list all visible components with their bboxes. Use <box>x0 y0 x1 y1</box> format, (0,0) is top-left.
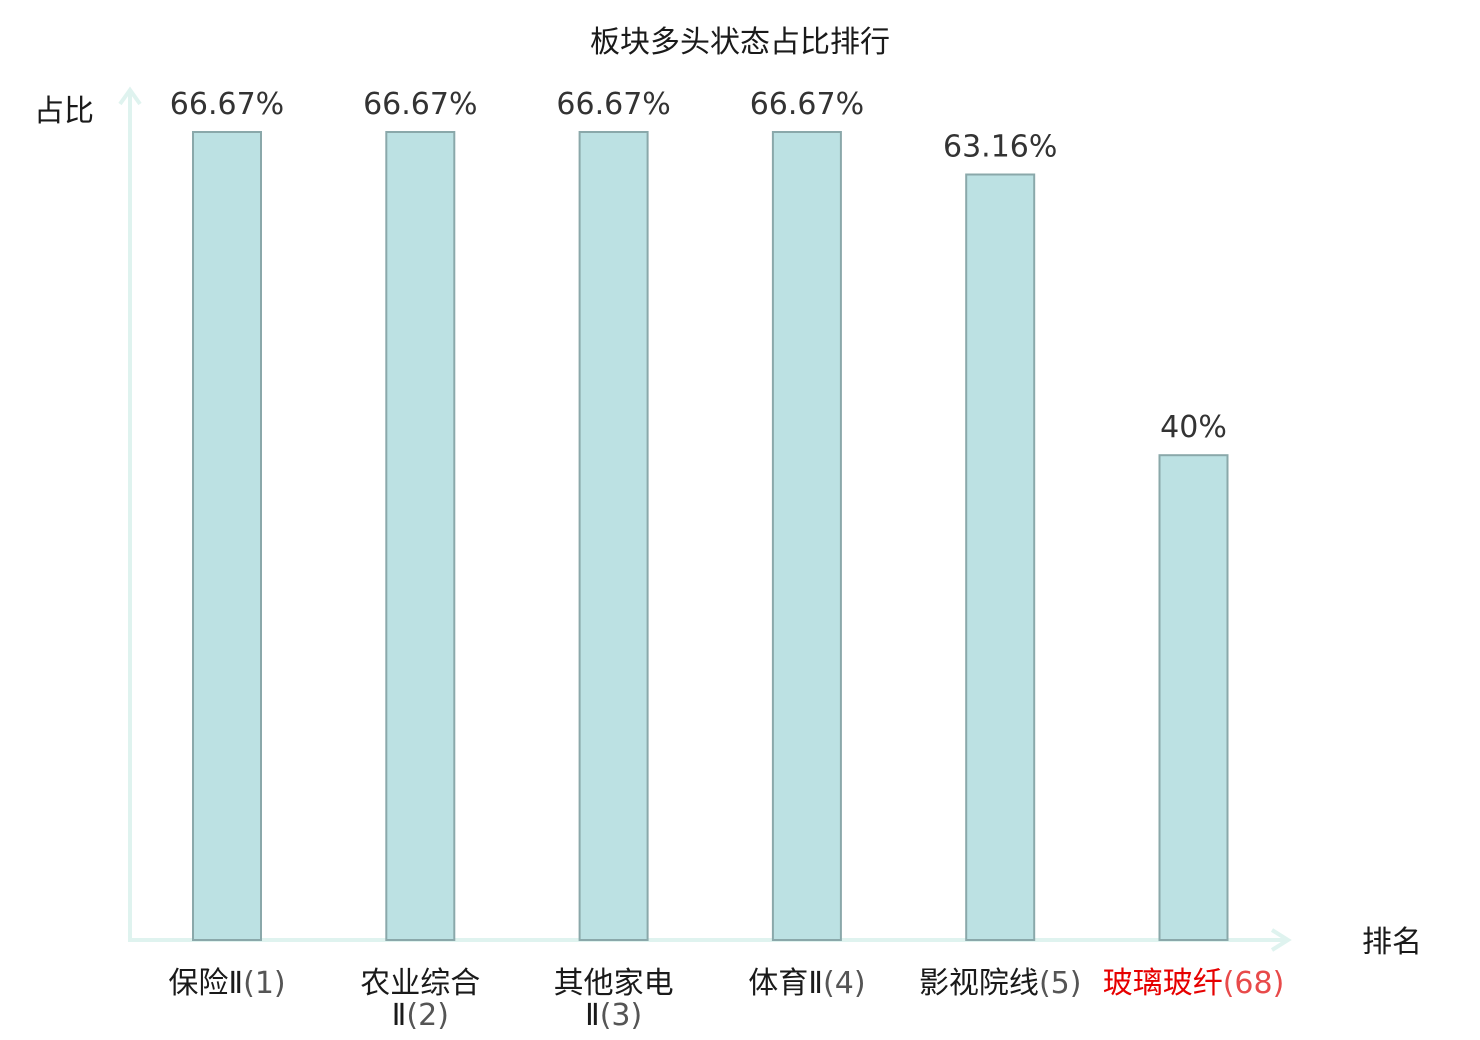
value-labels-group: 66.67% 66.67% 66.67% 66.67% 63.16% 40% <box>170 87 1227 445</box>
bars-group <box>192 131 1229 941</box>
y-axis-label: 占比 <box>34 94 94 129</box>
x-tick-label-line: 玻璃玻纤(68) <box>1103 966 1285 1001</box>
x-tick-label-line: Ⅱ(2) <box>392 998 449 1033</box>
chart-title: 板块多头状态占比排行 <box>590 25 890 60</box>
bar-3 <box>578 131 649 941</box>
data-label-3: 66.67% <box>556 87 670 122</box>
x-tick-label-1: 保险Ⅱ(1) <box>168 966 285 1001</box>
bar-4 <box>771 131 842 941</box>
bar-1 <box>192 131 262 941</box>
data-label-2: 66.67% <box>363 87 477 122</box>
bar-5 <box>965 173 1036 941</box>
x-tick-label-line: 影视院线(5) <box>919 966 1081 1001</box>
data-label-4: 66.67% <box>750 87 864 122</box>
x-tick-label-6: 玻璃玻纤(68) <box>1103 966 1285 1001</box>
x-axis-label: 排名 <box>1362 925 1422 960</box>
bar-2 <box>385 131 456 941</box>
x-tick-label-3: 其他家电 Ⅱ(3) <box>554 966 674 1033</box>
x-tick-rank: (3) <box>600 998 643 1033</box>
x-tick-rank: (1) <box>243 966 286 1001</box>
data-label-6: 40% <box>1160 410 1227 445</box>
x-tick-label-line: 农业综合 <box>360 966 480 1001</box>
x-tick-label-line: Ⅱ(3) <box>585 998 642 1033</box>
category-labels-group: 保险Ⅱ(1) 农业综合 Ⅱ(2) 其他家电 Ⅱ(3) 体育Ⅱ(4) 影视院线(5) 玻璃玻纤(… <box>168 966 1284 1033</box>
x-tick-rank: (5) <box>1039 966 1082 1001</box>
x-tick-rank: (2) <box>406 998 449 1033</box>
x-axis: 排名 <box>128 925 1422 960</box>
x-tick-label-line: 体育Ⅱ(4) <box>748 966 865 1001</box>
y-axis-arrow-icon <box>118 86 142 106</box>
x-tick-label-line: 保险Ⅱ(1) <box>168 966 285 1001</box>
x-tick-rank: (68) <box>1223 966 1285 1001</box>
data-label-1: 66.67% <box>170 87 284 122</box>
data-label-5: 63.16% <box>943 130 1057 165</box>
x-tick-label-5: 影视院线(5) <box>919 966 1081 1001</box>
x-tick-label-line: 其他家电 <box>554 966 674 1001</box>
bar-6 <box>1158 454 1229 941</box>
y-axis: 占比 <box>34 86 142 940</box>
x-axis-arrow-icon <box>1270 928 1292 952</box>
x-tick-label-4: 体育Ⅱ(4) <box>748 966 865 1001</box>
x-tick-label-2: 农业综合 Ⅱ(2) <box>360 966 480 1033</box>
x-tick-rank: (4) <box>823 966 866 1001</box>
